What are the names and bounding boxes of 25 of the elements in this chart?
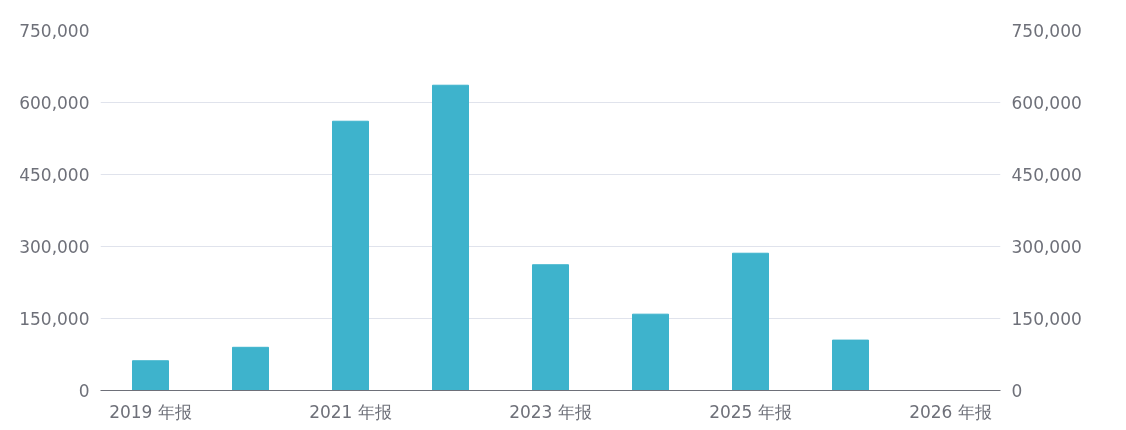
- bar: [832, 339, 869, 391]
- y2-tick-label: 600,000: [1011, 93, 1082, 113]
- y-tick-label: 750,000: [19, 21, 90, 41]
- x-tick-label: 2023 年报: [509, 401, 592, 422]
- y2-tick-label: 450,000: [1011, 165, 1082, 185]
- y2-tick-label: 150,000: [1011, 309, 1082, 329]
- y2-tick-label: 750,000: [1011, 21, 1082, 41]
- x-tick-label: 2026 年报: [909, 401, 992, 422]
- bar: [532, 264, 569, 391]
- bar: [232, 346, 269, 391]
- y2-tick-label: 300,000: [1011, 237, 1082, 257]
- x-tick-label: 2025 年报: [709, 401, 792, 422]
- x-tick-label: 2019 年报: [109, 401, 192, 422]
- y-tick-label: 600,000: [19, 93, 90, 113]
- bar: [732, 252, 769, 391]
- bar: [332, 120, 369, 391]
- y-tick-label: 150,000: [19, 309, 90, 329]
- bar: [432, 84, 469, 391]
- y-tick-label: 300,000: [19, 237, 90, 257]
- y-tick-label: 450,000: [19, 165, 90, 185]
- y-tick-label: 0: [78, 381, 90, 401]
- y2-tick-label: 0: [1011, 381, 1023, 401]
- x-tick-label: 2021 年报: [309, 401, 392, 422]
- bar: [132, 360, 169, 391]
- bar: [632, 313, 669, 391]
